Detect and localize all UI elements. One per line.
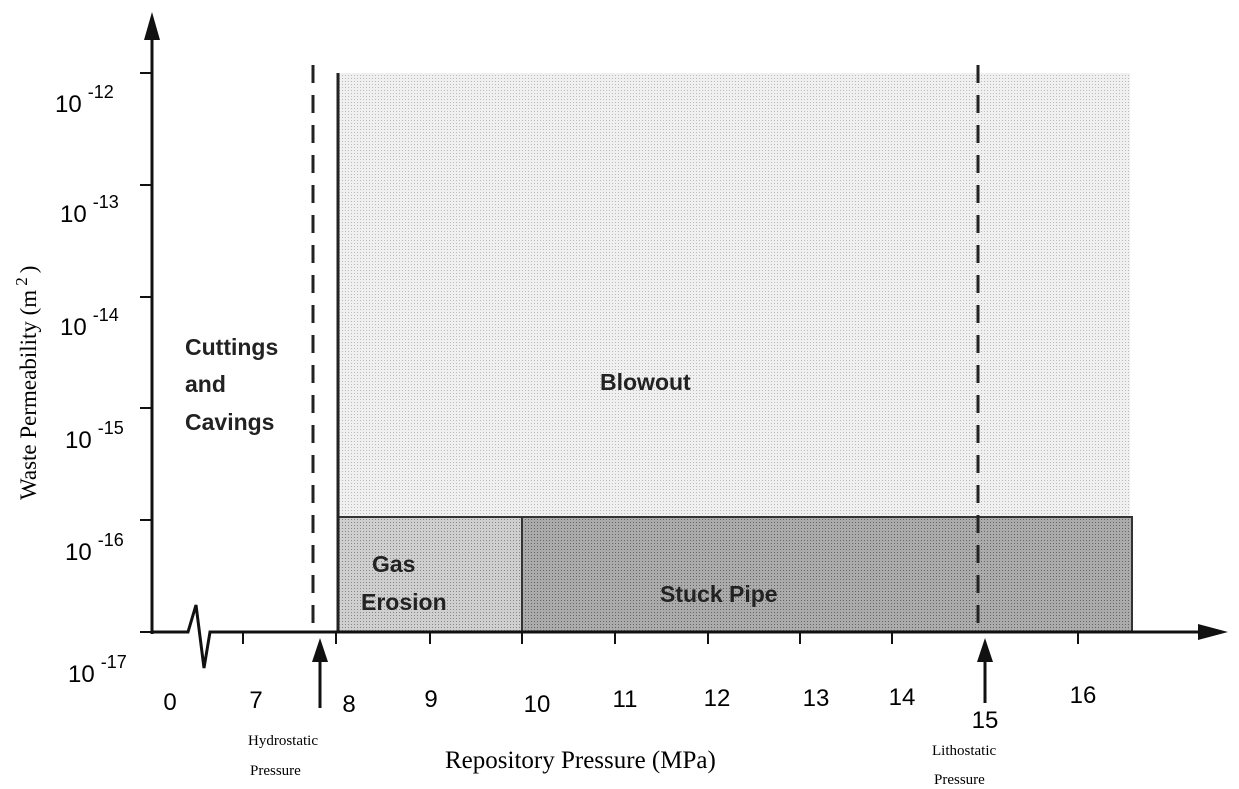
- y-axis-label-close: ): [16, 266, 41, 274]
- x-axis: [152, 604, 1205, 669]
- hydrostatic-arrow-head: [312, 638, 328, 662]
- ticks: 10 -12 10 -13 10 -14 10 -15 10 -16 10 -17 0 7 8 9 10 11 12…: [55, 72, 1097, 718]
- x-tick-label: 7: [249, 687, 262, 714]
- region-label: Stuck Pipe: [660, 581, 778, 607]
- y-tick-label: 10 -15: [65, 418, 124, 454]
- lithostatic-label: Pressure: [934, 772, 985, 788]
- y-tick-label: 10 -16: [65, 530, 124, 566]
- lithostatic-label: Lithostatic: [932, 743, 996, 759]
- y-tick-base: 10: [60, 314, 87, 341]
- y-tick-exponent: -13: [93, 192, 119, 212]
- y-tick-exponent: -15: [98, 418, 124, 438]
- region-label: Cavings: [185, 409, 274, 435]
- lithostatic-arrow-head: [977, 638, 993, 662]
- y-tick-base: 10: [65, 427, 92, 454]
- x-tick-label: 12: [704, 685, 731, 712]
- blowout-region: [338, 73, 1130, 517]
- y-tick-label: 10 -12: [55, 82, 114, 118]
- y-tick-base: 10: [65, 539, 92, 566]
- y-tick-base: 10: [55, 91, 82, 118]
- y-tick-exponent: -17: [101, 652, 127, 672]
- y-axis-label-text: Waste Permeability (m: [16, 290, 41, 500]
- y-tick-base: 10: [68, 661, 95, 688]
- region-label: Erosion: [361, 589, 447, 615]
- x-tick-label: 13: [803, 685, 830, 712]
- region-label: Cuttings: [185, 334, 278, 360]
- x-tick-label: 11: [613, 686, 638, 713]
- y-tick-exponent: -16: [98, 530, 124, 550]
- x-tick-label: 14: [889, 684, 916, 711]
- x-tick-label: 0: [163, 689, 176, 716]
- x-tick-label: 9: [424, 686, 437, 713]
- y-tick-label: 10 -14: [60, 305, 119, 341]
- region-label: Blowout: [600, 369, 691, 395]
- y-tick-base: 10: [60, 201, 87, 228]
- y-axis-arrow: [144, 12, 160, 40]
- y-tick-exponent: -12: [88, 82, 114, 102]
- region-label: Gas: [372, 551, 415, 577]
- x-tick-label: 10: [524, 691, 551, 718]
- hydrostatic-label: Hydrostatic: [248, 733, 318, 749]
- stuck-pipe-region: [521, 516, 1133, 633]
- y-tick-label: 10 -17: [68, 652, 127, 688]
- gas-erosion-region: [337, 516, 523, 633]
- region-label: and: [185, 371, 226, 397]
- y-axis-label: Waste Permeability (m 2): [12, 266, 41, 500]
- x-tick-label: 8: [342, 691, 355, 718]
- x-axis-arrow: [1198, 624, 1228, 640]
- y-tick-exponent: -14: [93, 305, 119, 325]
- x-axis-label: Repository Pressure (MPa): [445, 747, 716, 774]
- lithostatic-value: 15: [972, 707, 999, 734]
- x-tick-label: 16: [1070, 682, 1097, 709]
- y-axis-label-sup: 2: [12, 277, 31, 286]
- y-tick-label: 10 -13: [60, 192, 119, 228]
- hydrostatic-label: Pressure: [250, 763, 301, 779]
